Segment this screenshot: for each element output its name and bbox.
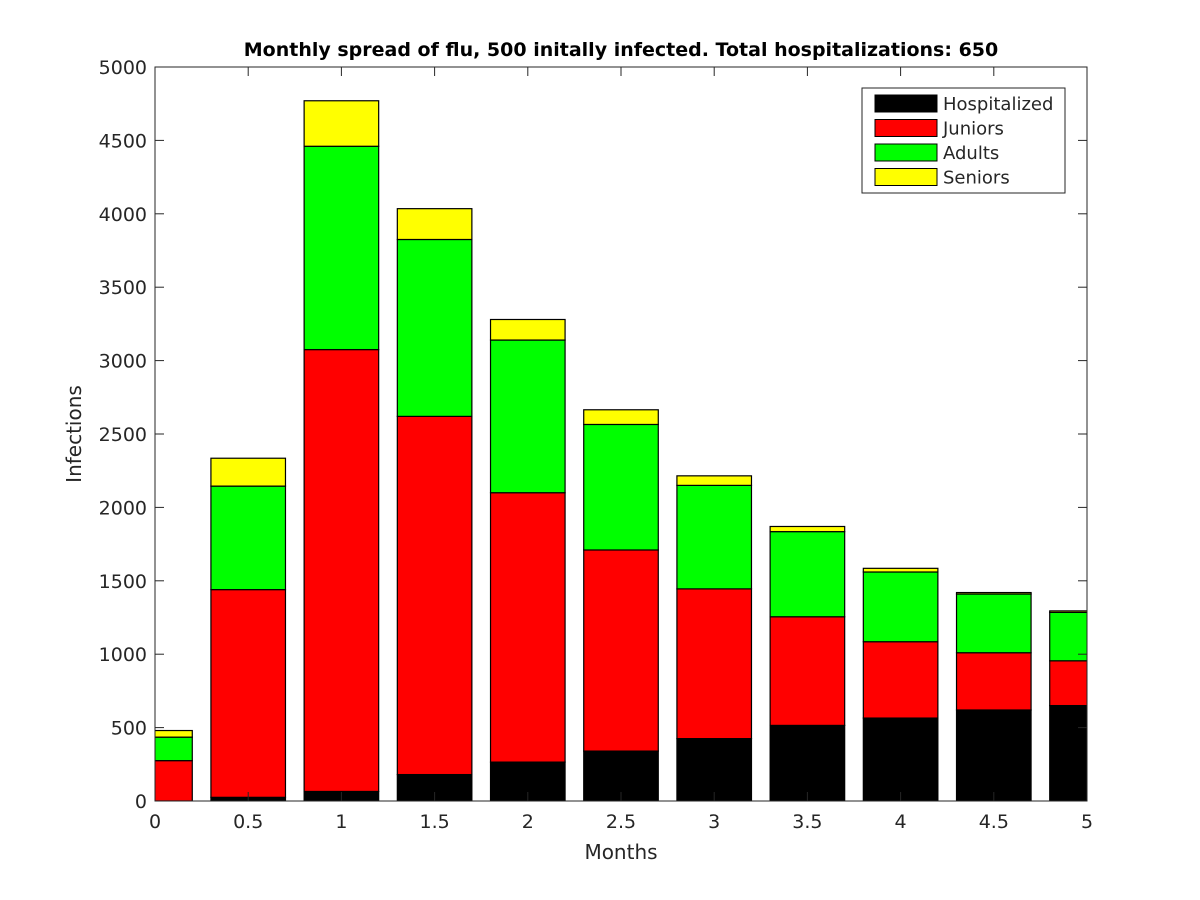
legend-swatch-adults: [874, 143, 938, 162]
y-tick-label: 2500: [99, 424, 147, 446]
legend-label-adults: Adults: [943, 143, 999, 164]
bar-segment-adults-3: [396, 238, 473, 417]
bar-segment-seniors-0: [155, 729, 193, 738]
bar-segment-hospitalized-8: [862, 717, 939, 801]
y-axis-label: Infections: [62, 385, 86, 483]
y-tick-label: 0: [135, 791, 147, 813]
bar-segment-juniors-9: [955, 652, 1032, 711]
x-tick-label: 5: [1081, 811, 1093, 833]
x-tick-label: 1: [335, 811, 347, 833]
x-tick-label: 4.5: [979, 811, 1009, 833]
bar-segment-seniors-7: [769, 525, 846, 533]
y-tick-label: 500: [111, 718, 147, 740]
bar-segment-adults-10: [1049, 611, 1087, 662]
bar-segment-seniors-3: [396, 208, 473, 241]
bar-segment-adults-4: [489, 339, 566, 494]
legend-label-seniors: Seniors: [943, 168, 1010, 189]
legend-label-juniors: Juniors: [942, 119, 1004, 140]
bar-segment-adults-1: [210, 485, 287, 591]
bar-segment-juniors-3: [396, 415, 473, 776]
bar-segment-juniors-1: [210, 589, 287, 798]
x-tick-label: 1.5: [419, 811, 449, 833]
bar-segment-hospitalized-7: [769, 724, 846, 801]
x-axis: 0 0.5 1 1.5 2 2.5 3 3.5 4 4.5 5: [149, 67, 1093, 833]
x-tick-label: 3: [708, 811, 720, 833]
bar-segment-juniors-8: [862, 641, 939, 719]
x-axis-label: Months: [584, 840, 657, 864]
bar-segment-juniors-2: [303, 348, 380, 793]
bar-segment-juniors-7: [769, 616, 846, 726]
bar-segment-juniors-4: [489, 492, 566, 763]
legend: Hospitalized Juniors Adults Seniors: [861, 87, 1066, 194]
bar-segment-seniors-4: [489, 318, 566, 341]
y-tick-label: 4000: [99, 204, 147, 226]
y-axis: 0 500 1000 1500 2000 2500 3000 3500 4000 4500 5000: [99, 57, 1087, 813]
bars-layer: [155, 100, 1087, 801]
bar-segment-seniors-1: [210, 457, 287, 487]
x-tick-label: 3.5: [792, 811, 822, 833]
bar-segment-seniors-6: [676, 475, 753, 486]
bar-segment-juniors-5: [583, 549, 659, 752]
bar-segment-adults-2: [303, 145, 380, 351]
bar-segment-adults-6: [676, 484, 753, 590]
x-tick-label: 2.5: [606, 811, 636, 833]
y-tick-label: 1000: [99, 644, 147, 666]
legend-swatch-juniors: [874, 119, 938, 137]
y-tick-label: 1500: [99, 571, 147, 593]
bar-segment-hospitalized-6: [676, 738, 753, 801]
bar-segment-seniors-5: [583, 409, 659, 426]
bar-segment-juniors-0: [155, 760, 193, 801]
y-tick-label: 4500: [99, 130, 147, 152]
y-tick-label: 2000: [99, 497, 147, 519]
bar-segment-adults-9: [955, 593, 1032, 654]
bar-segment-seniors-8: [862, 567, 939, 573]
bar-segment-adults-5: [583, 423, 659, 551]
legend-swatch-seniors: [874, 168, 938, 186]
bar-segment-hospitalized-9: [955, 709, 1032, 801]
bar-segment-adults-7: [769, 531, 846, 618]
bar-segment-juniors-6: [676, 588, 753, 740]
y-tick-label: 3000: [99, 351, 147, 373]
bar-segment-seniors-2: [303, 100, 380, 147]
x-tick-label: 0: [149, 811, 161, 833]
bar-segment-adults-0: [155, 736, 193, 762]
legend-label-hospitalized: Hospitalized: [943, 94, 1053, 115]
bar-segment-adults-8: [862, 571, 939, 643]
x-tick-label: 0.5: [233, 811, 263, 833]
y-tick-label: 5000: [99, 57, 147, 79]
x-tick-label: 2: [522, 811, 534, 833]
legend-swatch-hospitalized: [874, 94, 938, 113]
x-tick-label: 4: [895, 811, 907, 833]
chart-title: Monthly spread of flu, 500 initally infe…: [244, 39, 999, 61]
bar-segment-juniors-10: [1049, 660, 1087, 707]
bar-segment-seniors-9: [955, 591, 1032, 595]
y-tick-label: 3500: [99, 277, 147, 299]
